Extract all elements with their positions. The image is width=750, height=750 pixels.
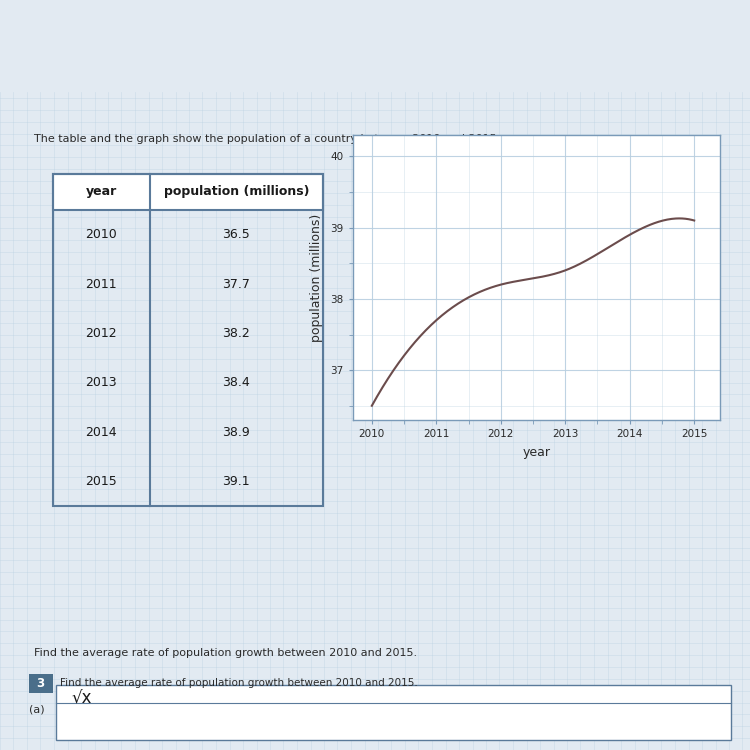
Bar — [56, 686, 731, 740]
Text: 38.2: 38.2 — [222, 327, 250, 340]
Text: The table and the graph show the population of a country between 2010 and 2015.: The table and the graph show the populat… — [34, 134, 500, 144]
Y-axis label: population (millions): population (millions) — [310, 213, 323, 342]
Text: √x: √x — [71, 690, 92, 708]
X-axis label: year: year — [522, 446, 550, 459]
Text: 2012: 2012 — [86, 327, 117, 340]
Text: 38.4: 38.4 — [222, 376, 250, 389]
Text: 37.7: 37.7 — [222, 278, 251, 290]
Text: 2010: 2010 — [86, 228, 117, 242]
Text: Find the average rate of population growth between 2010 and 2015.: Find the average rate of population grow… — [60, 679, 418, 688]
Text: Find the average rate of population growth between 2010 and 2015.: Find the average rate of population grow… — [34, 648, 417, 658]
Text: 39.1: 39.1 — [223, 476, 250, 488]
Text: 2011: 2011 — [86, 278, 117, 290]
Text: (a): (a) — [28, 704, 44, 714]
Text: 2013: 2013 — [86, 376, 117, 389]
Text: 3: 3 — [37, 677, 44, 690]
Bar — [53, 174, 322, 506]
Text: population (millions): population (millions) — [164, 185, 309, 199]
Text: 36.5: 36.5 — [222, 228, 250, 242]
Text: 2014: 2014 — [86, 426, 117, 439]
Text: year: year — [86, 185, 117, 199]
Text: 38.9: 38.9 — [222, 426, 250, 439]
FancyBboxPatch shape — [53, 174, 322, 210]
FancyBboxPatch shape — [28, 674, 53, 693]
Text: 2015: 2015 — [86, 476, 117, 488]
